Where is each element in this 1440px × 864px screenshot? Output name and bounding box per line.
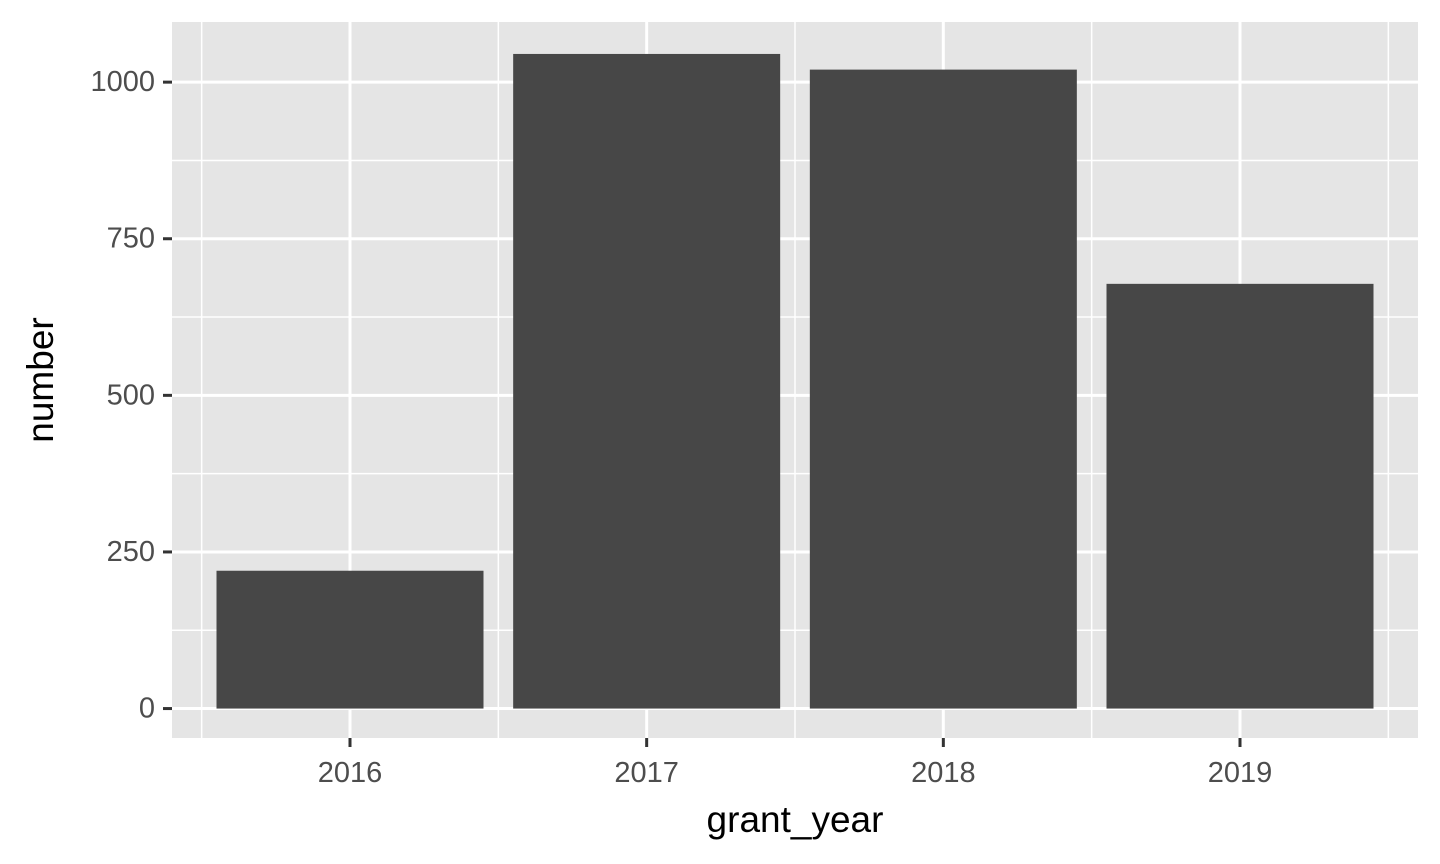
- bar-2019: [1106, 283, 1374, 709]
- y-tick-label: 1000: [90, 66, 155, 98]
- x-tick-label: 2019: [1208, 757, 1273, 789]
- y-axis-ticks: 0 250 500 750 1000: [90, 66, 172, 725]
- y-tick-label: 0: [139, 693, 155, 725]
- bars: [216, 53, 1374, 709]
- y-tick-label: 500: [107, 379, 155, 411]
- minor-gridlines-x: [200, 22, 1390, 738]
- x-axis-ticks: 2016 2017 2018 2019: [318, 738, 1273, 789]
- bar-2017: [513, 53, 781, 709]
- x-tick-label: 2017: [614, 757, 679, 789]
- y-axis-title: number: [20, 317, 61, 442]
- bar-2018: [809, 69, 1077, 709]
- x-tick-label: 2016: [318, 757, 383, 789]
- y-tick-label: 250: [107, 536, 155, 568]
- y-tick-label: 750: [107, 223, 155, 255]
- bar-2016: [216, 570, 484, 709]
- x-tick-label: 2018: [911, 757, 976, 789]
- x-axis-title: grant_year: [707, 799, 884, 840]
